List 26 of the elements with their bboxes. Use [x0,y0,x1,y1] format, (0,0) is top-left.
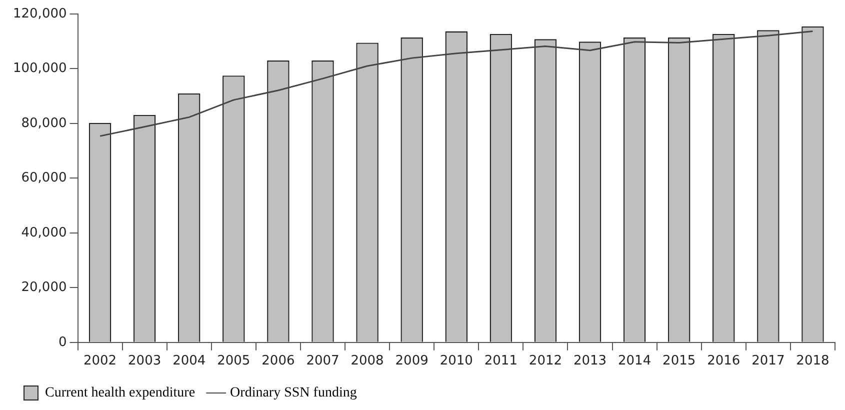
x-tick-label: 2017 [752,354,785,369]
x-tick-label: 2013 [573,354,607,369]
x-tick-label: 2003 [128,354,162,369]
x-tick-label: 2012 [528,354,562,369]
y-tick-label: 100,000 [12,61,67,76]
y-tick-label: 60,000 [21,170,67,186]
x-tick-label: 2006 [262,354,295,369]
x-tick-label: 2002 [83,354,117,369]
x-tick-label: 2009 [395,354,428,369]
y-tick-label: 80,000 [21,116,67,131]
y-tick-label: 40,000 [21,225,67,240]
legend-label: Ordinary SSN funding [230,386,357,401]
y-tick-label: 0 [58,334,67,350]
x-tick-label: 2018 [796,354,830,369]
x-tick-label: 2014 [618,354,652,369]
x-tick-label: 2004 [172,354,206,369]
x-tick-label: 2016 [707,354,740,369]
x-tick-label: 2010 [440,354,473,369]
y-tick-label: 120,000 [12,6,67,22]
x-tick-label: 2008 [350,354,384,369]
x-tick-label: 2005 [217,354,250,369]
x-tick-label: 2011 [484,354,518,369]
x-tick-label: 2015 [662,354,696,369]
x-tick-label: 2007 [306,354,340,369]
legend-label: Current health expenditure [45,386,196,401]
y-tick-label: 20,000 [21,280,67,296]
